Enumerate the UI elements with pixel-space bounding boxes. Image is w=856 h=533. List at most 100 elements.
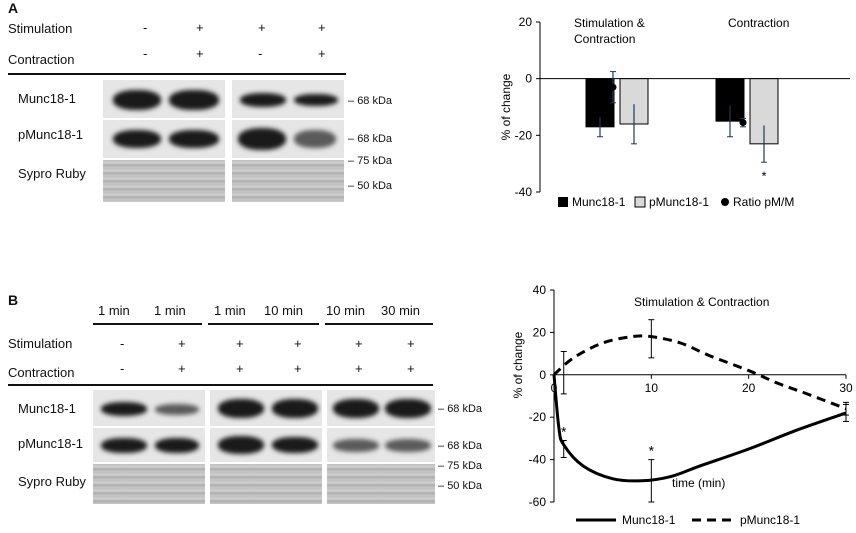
legend-swatch [558, 197, 568, 207]
legend-label: pMunc18-1 [649, 195, 709, 209]
category-label: Stimulation & Contraction [574, 16, 645, 46]
y-tick-label: -20 [529, 410, 547, 424]
panel-a-stim-lane-1: - [143, 20, 148, 35]
panel-a-blot-munc-left [103, 80, 225, 118]
panel-a-stimulation-label: Stimulation [8, 21, 73, 36]
panel-b-contr-lane-6: + [407, 361, 415, 376]
munc-line [552, 374, 847, 483]
panel-b-contr-lane-3: + [236, 361, 244, 376]
panel-b-contr-lane-5: + [355, 361, 363, 376]
legend-label: Munc18-1 [622, 513, 676, 527]
y-tick-label: 0 [539, 368, 546, 382]
x-tick-label: 30 [839, 381, 853, 395]
panel-a-blot-label-pmunc: pMunc18-1 [18, 127, 84, 142]
panel-b-kda-2: – 68 kDa [438, 440, 483, 452]
legend-swatch [634, 196, 646, 208]
panel-b-blot-munc-1 [93, 390, 205, 426]
panel-b-blot-munc-2 [210, 390, 322, 426]
panel-a-kda-3: – 75 kDa [348, 155, 393, 167]
panel-b-stim-lane-4: + [294, 336, 302, 351]
panel-b-blot-label-sypro: Sypro Ruby [18, 474, 86, 489]
significance-marker: * [649, 443, 655, 459]
panel-b-stimulation-label: Stimulation [8, 336, 73, 351]
panel-b-blot-pmunc-1 [93, 428, 205, 462]
panel-a-kda-2: – 68 kDa [348, 133, 393, 145]
panel-b-time-3: 1 min [214, 303, 246, 318]
panel-b-divider [8, 384, 433, 386]
panel-a-blot-pmunc-right [232, 120, 344, 158]
panel-a-kda-1: – 68 kDa [348, 95, 393, 107]
y-tick-label: -40 [529, 453, 547, 467]
panel-b-blot-pmunc-3 [327, 428, 435, 462]
y-tick-label: 40 [533, 283, 547, 297]
significance-marker: * [561, 424, 567, 440]
y-tick-label: 20 [519, 15, 533, 29]
legend-label: pMunc18-1 [740, 513, 800, 527]
panel-a-stim-lane-2: + [196, 20, 204, 35]
chart-title: Stimulation & Contraction [634, 295, 769, 309]
category-label: Contraction [728, 16, 789, 30]
panel-b-stim-lane-3: + [236, 336, 244, 351]
panel-b-kda-3: – 75 kDa [438, 460, 483, 472]
panel-b-blot-label-munc: Munc18-1 [18, 401, 76, 416]
x-axis-label: time (min) [672, 476, 725, 490]
panel-b-stim-lane-2: + [178, 336, 186, 351]
panel-b-blot-munc-3 [327, 390, 435, 426]
panel-b-time-6: 30 min [381, 303, 421, 318]
y-tick-label: -40 [515, 185, 533, 199]
panel-b-stim-lane-1: - [120, 336, 125, 351]
panel-b-time-1: 1 min [98, 303, 130, 318]
x-tick-label: 20 [742, 381, 756, 395]
y-tick-label: 20 [533, 325, 547, 339]
panel-a-stim-lane-4: + [318, 20, 326, 35]
panel-a-blot-sypro-right [232, 160, 344, 202]
y-tick-label: -20 [515, 128, 533, 142]
panel-b-time-underline-3 [325, 323, 433, 325]
legend-label: Munc18-1 [572, 195, 626, 209]
x-tick-label: 10 [645, 381, 659, 395]
panel-b-blot-sypro-2 [210, 464, 322, 504]
panel-a-blot-pmunc-left [103, 120, 225, 158]
panel-a-contr-lane-3: - [258, 46, 263, 61]
panel-b-time-2: 1 min [154, 303, 186, 318]
legend-marker [721, 198, 729, 206]
panel-a-blot-sypro-left [103, 160, 225, 202]
ratio-point [609, 83, 617, 91]
panel-b-blot-sypro-3 [327, 464, 435, 504]
panel-a-stim-lane-3: + [258, 20, 266, 35]
panel-a-blot-label-sypro: Sypro Ruby [18, 166, 86, 181]
ratio-point [739, 119, 747, 127]
panel-b-time-4: 10 min [264, 303, 304, 318]
panel-a-kda-4: – 50 kDa [348, 180, 393, 192]
panel-a-contr-lane-4: + [318, 46, 326, 61]
y-tick-label: 0 [525, 72, 532, 86]
panel-b-contraction-label: Contraction [8, 365, 75, 380]
pmunc-line [552, 334, 847, 411]
panel-b-kda-1: – 68 kDa [438, 403, 483, 415]
panel-b-letter: B [8, 292, 19, 308]
panel-a-contraction-label: Contraction [8, 52, 75, 67]
panel-b-contr-lane-2: + [178, 361, 186, 376]
panel-b-stim-lane-6: + [407, 336, 415, 351]
panel-b-blot-sypro-1 [93, 464, 205, 504]
panel-b-blot-pmunc-2 [210, 428, 322, 462]
bar-chart: 20 0 -20 -40 % of change Stimulation & Contrac… [499, 15, 850, 209]
panel-a-contr-lane-1: - [143, 46, 148, 61]
panel-a-blot-label-munc: Munc18-1 [18, 91, 76, 106]
panel-b-time-underline-1 [93, 323, 202, 325]
significance-marker: * [761, 168, 766, 183]
panel-b-contr-lane-1: - [120, 361, 125, 376]
panel-b-kda-4: – 50 kDa [438, 480, 483, 492]
y-tick-label: -60 [529, 495, 547, 509]
legend-label: Ratio pM/M [733, 195, 794, 209]
panel-b-stim-lane-5: + [355, 336, 363, 351]
panel-b-contr-lane-4: + [294, 361, 302, 376]
panel-b-blot-label-pmunc: pMunc18-1 [18, 436, 84, 451]
panel-a-letter: A [8, 0, 19, 16]
panel-a-contr-lane-2: + [196, 46, 204, 61]
panel-b-time-5: 10 min [326, 303, 366, 318]
panel-a-blot-munc-right [232, 80, 344, 118]
y-axis-label: % of change [511, 331, 525, 398]
y-axis-label: % of change [499, 73, 513, 140]
